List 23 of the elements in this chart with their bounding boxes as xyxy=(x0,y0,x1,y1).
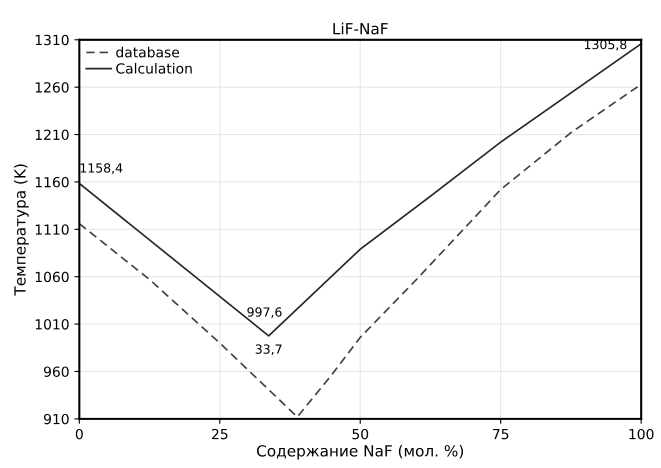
legend-label: database xyxy=(116,46,180,58)
y-tick-label: 1110 xyxy=(36,224,69,235)
y-tick-label: 960 xyxy=(44,366,69,377)
y-axis-title: Температура (K) xyxy=(14,164,29,296)
annotation: 997,6 xyxy=(247,307,282,318)
x-tick-label: 50 xyxy=(352,428,368,440)
y-tick-label: 1060 xyxy=(36,272,69,282)
y-tick-label: 1160 xyxy=(36,176,69,188)
y-tick-label: 1260 xyxy=(36,82,69,93)
x-axis-title: Содержание NaF (мол. %) xyxy=(257,444,464,460)
y-tick-label: 1210 xyxy=(36,130,69,140)
x-tick-label: 100 xyxy=(629,428,654,440)
x-tick-label: 0 xyxy=(76,428,83,440)
chart-title: LiF-NaF xyxy=(333,22,388,34)
y-tick-label: 1310 xyxy=(36,34,69,46)
y-tick-label: 1010 xyxy=(36,319,69,330)
annotation: 33,7 xyxy=(256,344,282,356)
x-tick-label: 75 xyxy=(493,429,508,440)
y-tick-label: 910 xyxy=(44,414,69,424)
annotation: 1158,4 xyxy=(80,163,122,174)
legend-label: Calculation xyxy=(116,62,192,74)
x-tick-label: 25 xyxy=(212,428,228,440)
line-series xyxy=(79,42,642,337)
